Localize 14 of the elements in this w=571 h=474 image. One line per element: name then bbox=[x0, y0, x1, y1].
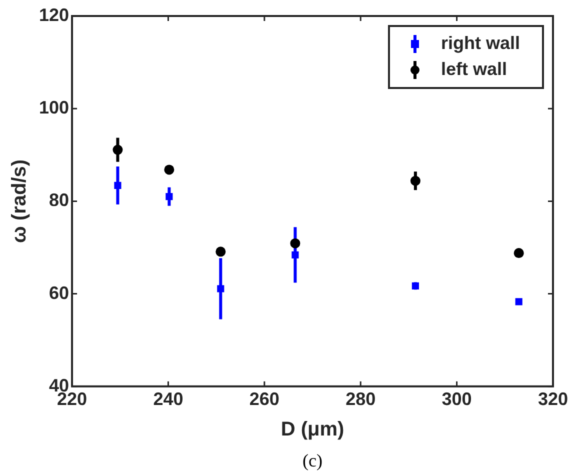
y-tick-label: 120 bbox=[38, 4, 70, 25]
y-axis-title: ω (rad/s) bbox=[8, 159, 31, 243]
x-axis-title: D (μm) bbox=[280, 418, 344, 441]
legend-label: left wall bbox=[440, 58, 507, 79]
x-tick-label: 280 bbox=[346, 389, 376, 410]
y-tick-label: 100 bbox=[38, 98, 70, 118]
y-tick-label: 80 bbox=[49, 190, 70, 210]
text: (c) bbox=[302, 450, 322, 471]
legend-label: right wall bbox=[440, 32, 520, 53]
y-tick-label: 60 bbox=[49, 282, 70, 303]
x-tick-label: 320 bbox=[538, 389, 568, 410]
x-tick-label: 240 bbox=[153, 389, 184, 410]
x-tick-label: 260 bbox=[249, 389, 280, 410]
x-tick-label: 300 bbox=[442, 389, 472, 410]
